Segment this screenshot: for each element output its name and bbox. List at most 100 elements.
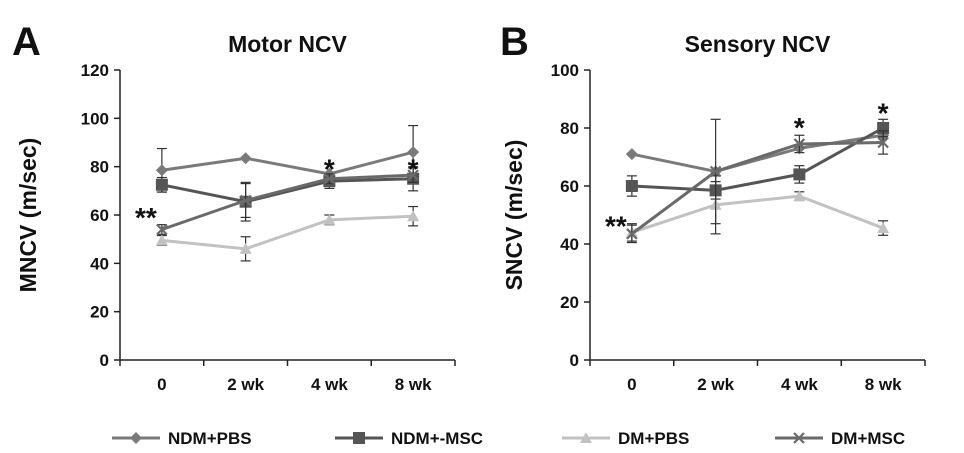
legend-marker-shape [130, 432, 142, 444]
data-point-shape [155, 234, 168, 246]
series-ndm-pbs [625, 129, 890, 178]
data-point-shape [156, 223, 168, 236]
x-tick-label: 4 wk [781, 375, 818, 394]
data-point-shape [625, 148, 638, 161]
chart-title: Motor NCV [228, 31, 347, 57]
data-point-shape [793, 190, 806, 202]
y-tick-label: 60 [90, 206, 109, 225]
y-tick-label: 100 [551, 61, 579, 80]
data-point [626, 228, 638, 240]
y-axis-label: SNCV (m/sec) [501, 140, 527, 291]
data-point [155, 164, 168, 177]
legend-marker-shape [580, 432, 592, 443]
y-tick-label: 120 [81, 61, 109, 80]
data-point [625, 180, 638, 192]
legend-label: DM+MSC [831, 429, 905, 448]
significance-marker: * [794, 112, 805, 143]
y-tick-label: 20 [90, 303, 109, 322]
x-tick-label: 2 wk [227, 375, 264, 394]
significance-marker: * [878, 98, 889, 129]
data-point [155, 178, 168, 191]
y-tick-label: 80 [560, 119, 579, 138]
data-point-shape [626, 228, 638, 240]
data-point [407, 210, 420, 222]
series-line [161, 177, 414, 204]
data-point [407, 169, 419, 181]
y-tick-label: 40 [560, 235, 579, 254]
x-tick-label: 8 wk [865, 375, 902, 394]
data-point-shape [877, 136, 889, 149]
data-point [239, 194, 252, 207]
panel-letter: A [12, 20, 41, 64]
legend-marker [130, 432, 142, 444]
legend-item: NDM+-MSC [335, 429, 483, 448]
legend-marker-shape [353, 432, 365, 444]
legend-label: NDM+-MSC [391, 429, 483, 448]
y-tick-label: 20 [560, 293, 579, 312]
series-dm-pbs [155, 205, 420, 262]
series-line [161, 173, 414, 231]
y-tick-label: 80 [90, 158, 109, 177]
data-point [239, 152, 252, 165]
data-point-shape [793, 168, 806, 181]
data-point-shape [239, 194, 252, 207]
data-point-shape [877, 222, 890, 234]
data-point [877, 222, 890, 234]
panel-letter: B [500, 20, 529, 64]
data-point-shape [407, 210, 420, 222]
series-line [631, 126, 884, 192]
chart-panel-1: A Motor NCV MNCV (m/sec) 0 20 40 60 80 100 120 0 2 … [12, 20, 456, 394]
data-point [709, 165, 722, 178]
data-point [793, 168, 806, 181]
data-point-shape [239, 152, 252, 165]
data-point-shape [323, 213, 336, 225]
y-tick-label: 0 [100, 351, 109, 370]
series-ndm-pbs [155, 124, 420, 193]
legend: NDM+PBS NDM+-MSC DM+PBS DM+MSC [112, 429, 905, 448]
data-point-shape [323, 172, 336, 185]
data-point [407, 146, 420, 159]
data-point [155, 234, 168, 246]
data-point [793, 138, 806, 150]
series-line [161, 150, 414, 176]
data-point [323, 172, 336, 185]
series-line [161, 214, 414, 251]
x-tick-label: 4 wk [311, 375, 348, 394]
legend-item: DM+PBS [562, 429, 689, 448]
x-tick-label: 8 wk [395, 375, 432, 394]
y-tick-label: 60 [560, 177, 579, 196]
series-dm-msc [626, 118, 889, 244]
legend-marker [793, 432, 805, 444]
legend-marker-shape [793, 432, 805, 444]
data-point-shape [625, 180, 638, 192]
data-point-shape [239, 242, 252, 254]
significance-marker: * [324, 154, 335, 185]
data-point [156, 223, 168, 236]
chart-title: Sensory NCV [685, 31, 831, 57]
legend-label: NDM+PBS [168, 429, 252, 448]
legend-marker [353, 432, 365, 444]
significance-marker: ** [135, 202, 157, 233]
data-point [877, 136, 889, 149]
y-axis-label: MNCV (m/sec) [15, 138, 41, 293]
data-point-shape [793, 138, 806, 150]
significance-marker: ** [605, 211, 627, 242]
series-dm-msc [156, 167, 419, 236]
legend-item: NDM+PBS [112, 429, 252, 448]
series-line [631, 194, 884, 234]
chart-panel-2: B Sensory NCV SNCV (m/sec) 0 20 40 60 80 100 0 2 w… [500, 20, 926, 394]
legend-item: DM+MSC [775, 429, 905, 448]
significance-marker: * [408, 154, 419, 185]
data-point-shape [407, 169, 419, 181]
x-tick-label: 0 [157, 375, 166, 394]
y-tick-label: 40 [90, 254, 109, 273]
data-point [239, 242, 252, 254]
data-point-shape [407, 146, 420, 159]
data-point [323, 213, 336, 225]
x-tick-label: 2 wk [697, 375, 734, 394]
data-point [793, 190, 806, 202]
legend-label: DM+PBS [618, 429, 689, 448]
data-point-shape [709, 165, 722, 178]
y-tick-label: 0 [570, 351, 579, 370]
legend-marker [580, 432, 592, 443]
